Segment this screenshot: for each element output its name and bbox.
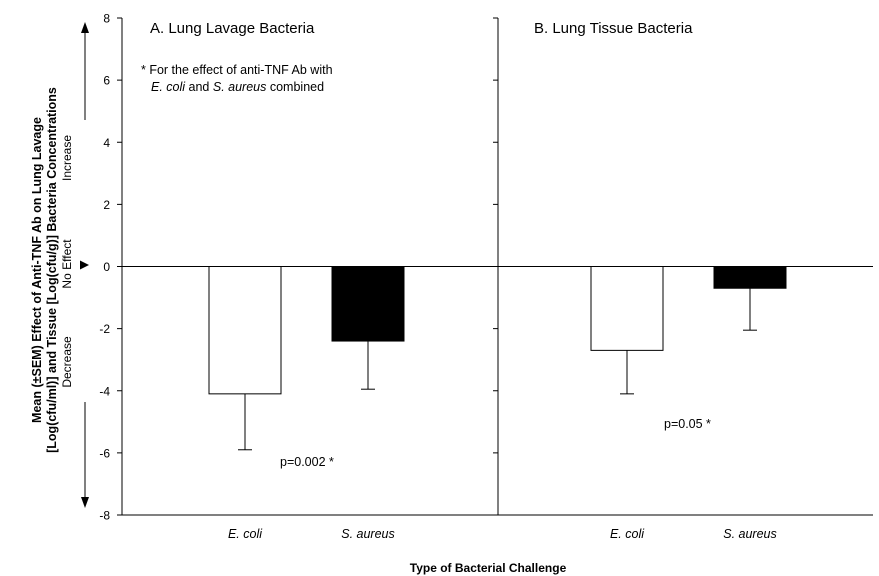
footnote-text: and (185, 80, 213, 94)
y-axis-label-line1: Mean (±SEM) Effect of Anti-TNF Ab on Lun… (30, 117, 44, 423)
decrease-label: Decrease (60, 336, 74, 388)
panel-title: B. Lung Tissue Bacteria (534, 20, 693, 37)
y-tick-label: 2 (103, 198, 110, 212)
increase-arrow-head (81, 22, 89, 33)
panel-title: A. Lung Lavage Bacteria (150, 20, 315, 37)
footnote-line1: * For the effect of anti-TNF Ab with (141, 63, 333, 77)
footnote-line2: E. coli and S. aureus combined (151, 80, 324, 94)
p-value-annotation: p=0.002 * (280, 455, 334, 469)
y-tick-label: -6 (99, 446, 110, 460)
panel-lung-tissue: E. coli S. aureus B. Lung Tissue Bacteria p… (493, 17, 873, 541)
footnote-text: combined (266, 80, 324, 94)
no-effect-label: No Effect (60, 239, 74, 289)
no-effect-marker (80, 260, 89, 270)
decrease-arrow-head (81, 497, 89, 508)
y-tick-label: 4 (103, 136, 110, 150)
x-axis-label: Type of Bacterial Challenge (410, 561, 567, 575)
bar-s-aureus (331, 266, 405, 342)
x-tick-label: E. coli (228, 527, 263, 541)
increase-label: Increase (60, 135, 74, 181)
x-tick-label: E. coli (610, 527, 645, 541)
p-value-annotation: p=0.05 * (664, 417, 711, 431)
y-tick-label: 6 (103, 74, 110, 88)
y-tick-label: -4 (99, 384, 110, 398)
y-tick-label: -8 (99, 509, 110, 523)
direction-indicator: Increase No Effect Decrease (60, 22, 89, 508)
y-tick-label: -2 (99, 322, 110, 336)
bar-e-coli (590, 266, 664, 351)
x-tick-label: S. aureus (341, 527, 395, 541)
y-tick-label: 0 (103, 260, 110, 274)
y-axis-label-line2: [Log(cfu/ml)] and Tissue [Log(cfu/g)] Ba… (45, 87, 59, 453)
panel-lung-lavage: -8 -6 -4 -2 0 2 4 6 8 E. coli S. aureus A. Lung Lav… (99, 12, 493, 541)
x-tick-label: S. aureus (723, 527, 777, 541)
bar-e-coli (208, 266, 282, 395)
footnote-species-s-aureus: S. aureus (213, 80, 267, 94)
y-tick-label: 8 (103, 12, 110, 26)
footnote-species-e-coli: E. coli (151, 80, 186, 94)
bar-s-aureus (713, 266, 787, 289)
